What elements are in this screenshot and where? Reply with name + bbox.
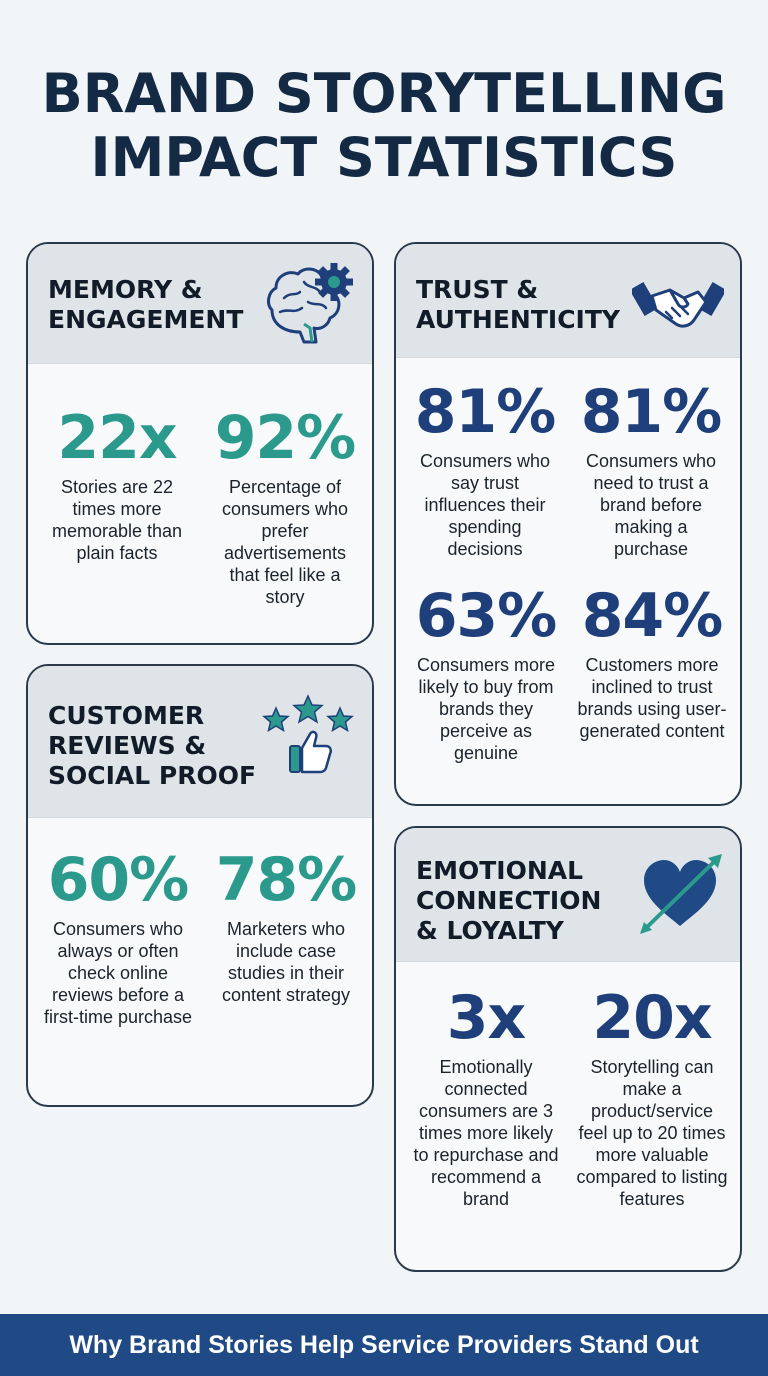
stat-description: Percentage of consumers who prefer adver… [221, 477, 349, 607]
stat-description: Stories are 22 times more memorable than… [51, 477, 183, 563]
trust-stat-4: 84% Customers more inclined to trust bra… [572, 582, 732, 742]
stat-description: Consumers who always or often check onli… [43, 919, 193, 1027]
stat-value: 63% [415, 581, 558, 651]
memory-stat-2: 92% Percentage of consumers who prefer a… [210, 404, 360, 608]
stat-value: 3x [446, 983, 526, 1053]
trust-stat-3: 63% Consumers more likely to buy from br… [406, 582, 566, 764]
memory-card-heading: MEMORY & ENGAGEMENT [48, 275, 244, 334]
emotion-card-heading: EMOTIONAL CONNECTION & LOYALTY [416, 856, 602, 945]
stat-description: Marketers who include case studies in th… [221, 919, 351, 1005]
reviews-card-header: CUSTOMER REVIEWS & SOCIAL PROOF [28, 666, 372, 818]
trust-authenticity-card: TRUST & AUTHENTICITY 81% Consumers who s… [394, 242, 742, 806]
page-title: BRAND STORYTELLING IMPACT STATISTICS [41, 62, 727, 189]
brain-gear-icon [264, 262, 356, 350]
trust-card-header: TRUST & AUTHENTICITY [396, 244, 740, 358]
stat-value: 81% [580, 377, 723, 447]
trust-stat-1: 81% Consumers who say trust influences t… [410, 378, 560, 560]
stars-thumbs-up-icon [260, 694, 356, 780]
stat-description: Consumers who need to trust a brand befo… [585, 451, 717, 559]
stat-value: 20x [592, 983, 712, 1053]
stat-description: Storytelling can make a product/service … [576, 1057, 728, 1209]
emotion-stat-1: 3x Emotionally connected consumers are 3… [410, 984, 562, 1210]
emotion-card-header: EMOTIONAL CONNECTION & LOYALTY [396, 828, 740, 962]
stat-description: Emotionally connected consumers are 3 ti… [413, 1057, 559, 1209]
stat-value: 60% [47, 845, 190, 915]
memory-engagement-card: MEMORY & ENGAGEMENT [26, 242, 374, 645]
stat-value: 81% [414, 377, 557, 447]
memory-card-header: MEMORY & ENGAGEMENT [28, 244, 372, 364]
emotional-connection-card: EMOTIONAL CONNECTION & LOYALTY 3x Emotio… [394, 826, 742, 1272]
reviews-card-heading: CUSTOMER REVIEWS & SOCIAL PROOF [48, 701, 257, 790]
memory-stat-1: 22x Stories are 22 times more memorable … [42, 404, 192, 564]
stat-value: 78% [215, 845, 358, 915]
reviews-stat-1: 60% Consumers who always or often check … [38, 846, 198, 1028]
stat-description: Consumers more likely to buy from brands… [416, 655, 556, 763]
footer-text: Why Brand Stories Help Service Providers… [69, 1331, 699, 1359]
stat-value: 92% [214, 403, 357, 473]
trust-card-heading: TRUST & AUTHENTICITY [416, 275, 621, 334]
stat-description: Customers more inclined to trust brands … [577, 655, 727, 741]
handshake-icon [629, 268, 727, 344]
reviews-stat-2: 78% Marketers who include case studies i… [208, 846, 364, 1006]
heart-arrow-icon [636, 850, 726, 940]
stat-value: 22x [57, 403, 177, 473]
stat-value: 84% [581, 581, 724, 651]
footer-banner: Why Brand Stories Help Service Providers… [0, 1314, 768, 1376]
stat-description: Consumers who say trust influences their… [419, 451, 551, 559]
emotion-stat-2: 20x Storytelling can make a product/serv… [574, 984, 730, 1210]
trust-stat-2: 81% Consumers who need to trust a brand … [576, 378, 726, 560]
reviews-social-proof-card: CUSTOMER REVIEWS & SOCIAL PROOF 60% Cons… [26, 664, 374, 1107]
